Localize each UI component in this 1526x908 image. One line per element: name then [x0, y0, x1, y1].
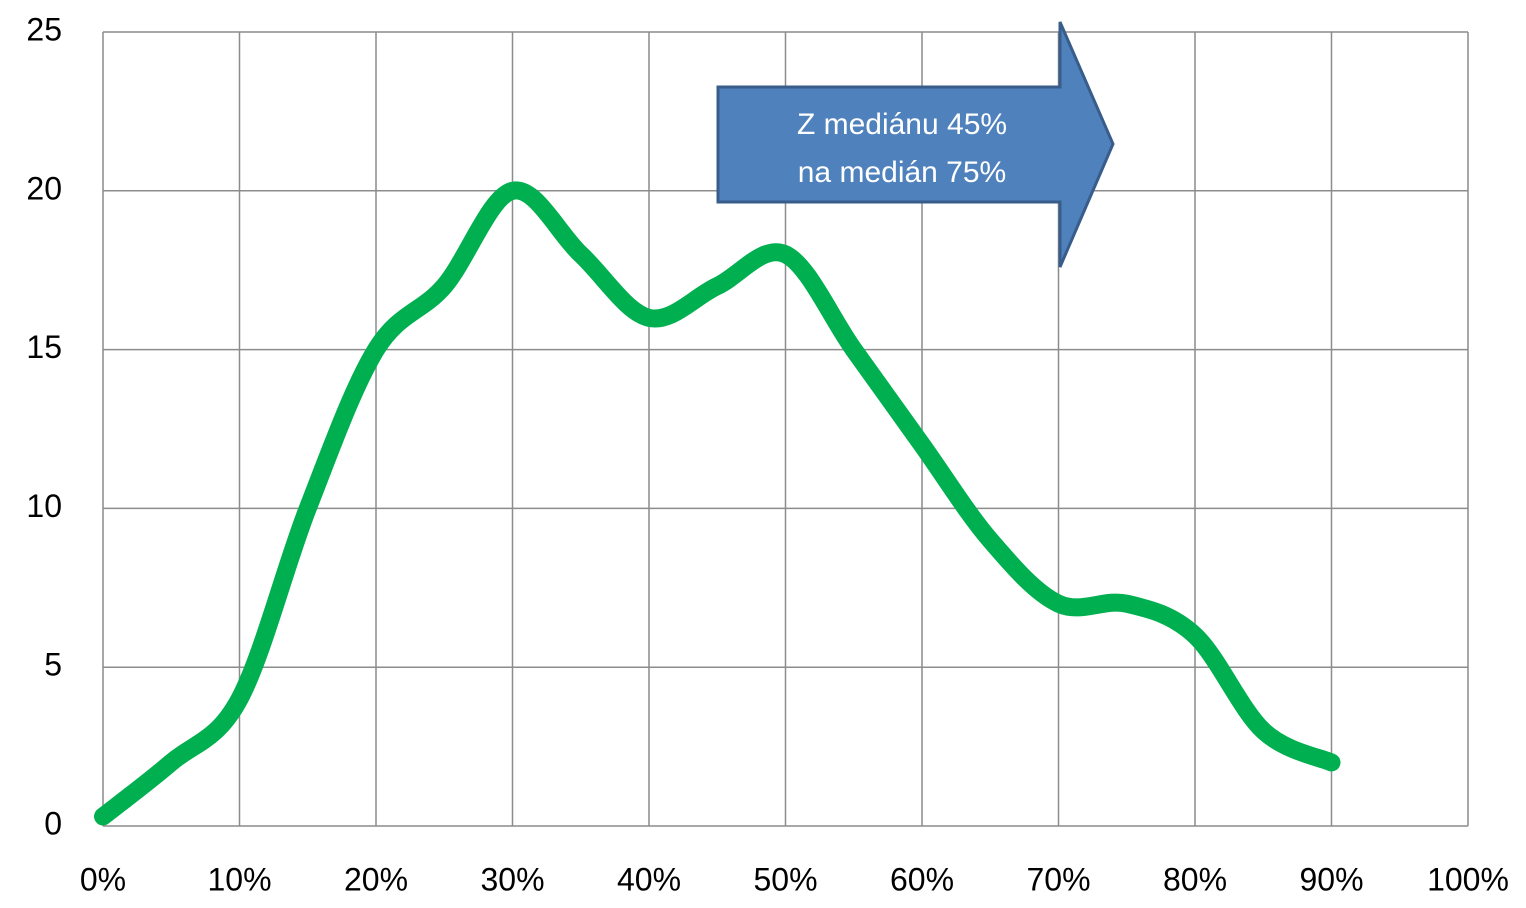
x-tick-label: 60% [890, 861, 954, 897]
data-line [94, 181, 1341, 826]
x-tick-label: 40% [617, 861, 681, 897]
x-tick-label: 30% [480, 861, 544, 897]
x-tick-label: 50% [753, 861, 817, 897]
x-tick-label: 0% [80, 861, 126, 897]
y-tick-label: 10 [26, 488, 62, 524]
x-tick-label: 100% [1427, 861, 1509, 897]
y-tick-label: 25 [26, 11, 62, 47]
annotation-arrow [716, 21, 1115, 268]
x-tick-label: 20% [344, 861, 408, 897]
y-tick-label: 5 [44, 647, 62, 683]
y-tick-label: 20 [26, 170, 62, 206]
x-tick-label: 80% [1163, 861, 1227, 897]
annotation-line: Z mediánu 45% [797, 108, 1007, 141]
y-tick-label: 0 [44, 805, 62, 841]
y-tick-label: 15 [26, 329, 62, 365]
x-tick-label: 70% [1026, 861, 1090, 897]
x-tick-label: 90% [1299, 861, 1363, 897]
annotation-line: na medián 75% [798, 156, 1006, 189]
x-tick-label: 10% [207, 861, 271, 897]
